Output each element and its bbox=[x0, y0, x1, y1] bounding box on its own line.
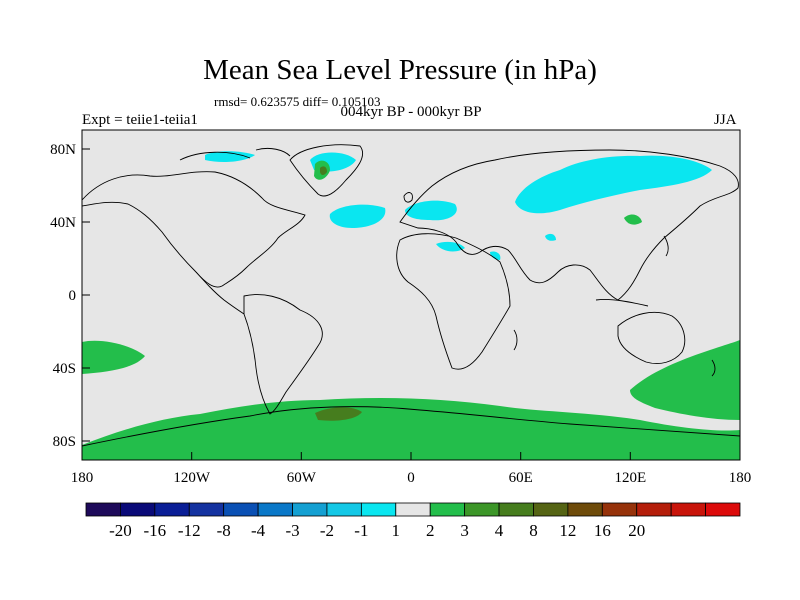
coastlines bbox=[81, 144, 741, 447]
lon-label-180w: 180 bbox=[71, 470, 94, 486]
colorbar-label: -20 bbox=[109, 521, 132, 540]
coastline-japan bbox=[663, 235, 669, 257]
colorbar-swatch bbox=[257, 502, 293, 517]
colorbar-label: 8 bbox=[529, 521, 538, 540]
colorbar-swatch bbox=[292, 502, 328, 517]
lat-label-0: 0 bbox=[69, 288, 77, 304]
colorbar-label: 16 bbox=[594, 521, 611, 540]
colorbar-label: 2 bbox=[426, 521, 435, 540]
colorbar: -20 -16 -12 -8 -4 -3 -2 -1 1 2 3 4 8 12 16 20 bbox=[85, 502, 741, 540]
lon-labels: 180 120W 60W 0 60E 120E 180 bbox=[71, 470, 752, 486]
coastline-australia bbox=[617, 312, 686, 364]
colorbar-label: -2 bbox=[320, 521, 334, 540]
colorbar-swatch bbox=[601, 502, 638, 517]
colorbar-swatch bbox=[464, 502, 500, 517]
colorbar-swatch bbox=[360, 502, 397, 517]
anomaly-europe-negative bbox=[405, 200, 457, 221]
lon-label-60w: 60W bbox=[287, 470, 317, 486]
colorbar-swatch bbox=[326, 502, 362, 517]
anomaly-greenland-core bbox=[320, 166, 327, 175]
colorbar-swatch bbox=[533, 502, 569, 517]
anomaly-atlantic-negative bbox=[329, 204, 386, 228]
experiment-label: Expt = teiie1-teiia1 bbox=[82, 112, 198, 128]
map-panel bbox=[81, 129, 741, 461]
coastline-africa bbox=[396, 233, 511, 370]
coastline-uk bbox=[403, 192, 413, 203]
colorbar-label: -3 bbox=[285, 521, 299, 540]
colorbar-swatch bbox=[670, 502, 706, 517]
season-label: JJA bbox=[714, 112, 737, 128]
coastline-madagascar bbox=[513, 329, 518, 351]
colorbar-swatch bbox=[705, 502, 741, 517]
lat-label-80s: 80S bbox=[53, 434, 76, 450]
colorbar-label: 4 bbox=[495, 521, 504, 540]
lat-label-40n: 40N bbox=[50, 215, 76, 231]
coastline-south-america bbox=[243, 294, 323, 415]
lon-label-120w: 120W bbox=[173, 470, 211, 486]
colorbar-label: -16 bbox=[144, 521, 167, 540]
map-title: Mean Sea Level Pressure (in hPa) bbox=[203, 54, 597, 86]
lat-labels: 80N 40N 0 40S 80S bbox=[50, 142, 76, 450]
coastline-arctic-islands bbox=[179, 147, 291, 161]
coastline-north-america bbox=[81, 171, 306, 288]
anomaly-antarctic-positive bbox=[82, 398, 740, 460]
colorbar-label: 12 bbox=[559, 521, 576, 540]
colorbar-swatch bbox=[395, 502, 431, 517]
coastline-antarctica bbox=[81, 406, 741, 447]
colorbar-label: 1 bbox=[392, 521, 401, 540]
anomaly-mongolia-positive bbox=[624, 214, 642, 225]
lon-label-60e: 60E bbox=[509, 470, 533, 486]
colorbar-swatch bbox=[498, 502, 534, 517]
colorbar-swatch bbox=[120, 502, 156, 517]
lat-label-40s: 40S bbox=[53, 361, 76, 377]
axis-ticks bbox=[81, 148, 741, 460]
lon-label-180e: 180 bbox=[729, 470, 752, 486]
coastline-new-zealand bbox=[711, 359, 716, 377]
colorbar-swatch bbox=[223, 502, 259, 517]
anomaly-eurasia-negative bbox=[515, 155, 712, 214]
coastline-indonesia bbox=[595, 299, 649, 307]
anomaly-antarctic-core bbox=[315, 407, 362, 421]
coastline-central-america bbox=[195, 271, 245, 315]
colorbar-label: 3 bbox=[460, 521, 469, 540]
lon-label-0: 0 bbox=[407, 470, 415, 486]
stats-label: rmsd= 0.623575 diff= 0.105103 bbox=[214, 94, 381, 109]
colorbar-label: 20 bbox=[628, 521, 645, 540]
colorbar-label: -1 bbox=[354, 521, 368, 540]
anomaly-southpacific-positive bbox=[82, 340, 145, 374]
colorbar-swatch bbox=[188, 502, 225, 517]
anomaly-arctic-negative bbox=[205, 151, 255, 163]
colorbar-label: -8 bbox=[217, 521, 231, 540]
anomaly-arabia-negative bbox=[490, 251, 501, 260]
anomaly-siberia-small-negative bbox=[545, 233, 556, 241]
colorbar-label: -4 bbox=[251, 521, 266, 540]
lon-label-120e: 120E bbox=[614, 470, 646, 486]
colorbar-swatch bbox=[85, 502, 121, 517]
colorbar-swatch bbox=[567, 502, 603, 517]
period-label: 004kyr BP - 000kyr BP bbox=[340, 104, 482, 120]
colorbar-swatch bbox=[154, 502, 190, 517]
colorbar-swatch bbox=[636, 502, 672, 517]
lat-label-80n: 80N bbox=[50, 142, 76, 158]
colorbar-swatch bbox=[429, 502, 466, 517]
coastline-greenland bbox=[289, 144, 364, 197]
colorbar-label: -12 bbox=[178, 521, 201, 540]
coastline-eurasia bbox=[399, 149, 739, 301]
